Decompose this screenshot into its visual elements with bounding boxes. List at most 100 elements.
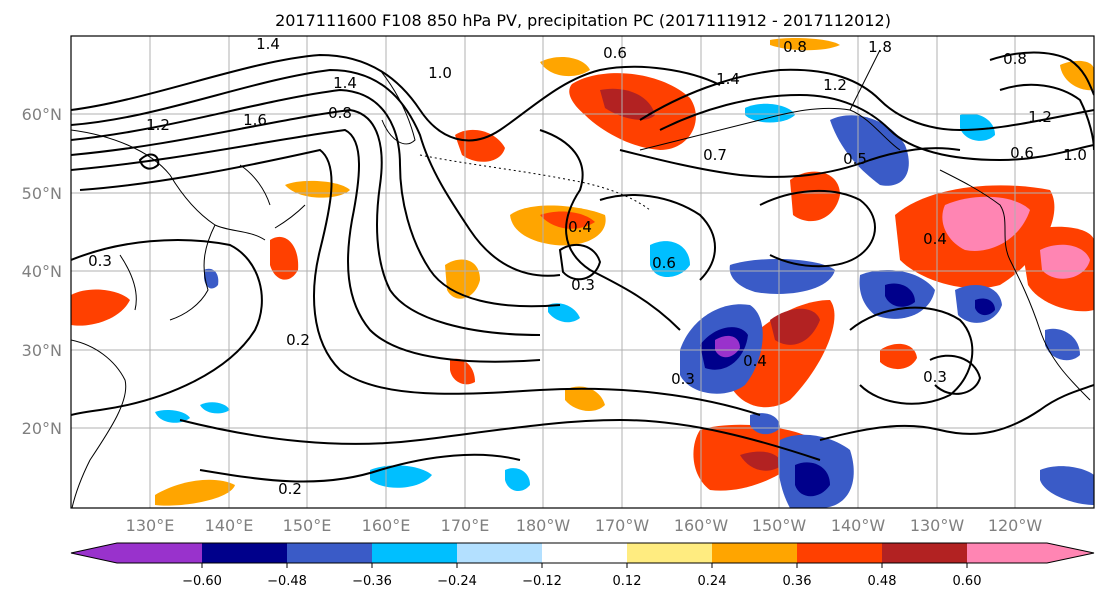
lon-tick-label: 120°W (988, 516, 1043, 535)
precip-positive-region (445, 259, 480, 299)
colorbar-tick-label: 0.48 (868, 574, 897, 589)
colorbar-extend-low (71, 543, 117, 563)
colorbar-tick-label: 0.60 (953, 574, 982, 589)
contour-label: 1.4 (716, 70, 740, 88)
pv-contour-line (599, 194, 716, 281)
precip-positive-region (565, 386, 605, 412)
contour-label: 1.4 (333, 74, 357, 92)
precip-negative-region (505, 468, 530, 492)
asia-coastline (71, 129, 266, 508)
lon-tick-label: 170°E (441, 516, 490, 535)
pv-contour-line (179, 418, 821, 461)
precip-negative-region (960, 113, 995, 141)
pv-contour-line (71, 108, 541, 336)
pv-contour-line (659, 93, 1094, 162)
contour-label: 0.2 (278, 480, 302, 498)
precip-negative-region (750, 413, 780, 435)
precip-positive-region (770, 37, 840, 51)
contour-label: 0.8 (328, 104, 352, 122)
pv-contour-line (929, 354, 982, 395)
contour-labels: 1.4 1.4 1.6 0.8 1.2 1.0 0.6 0.8 1.4 1.2 … (88, 35, 1087, 498)
colorbar-swatch (882, 543, 968, 563)
pv-contour-line (819, 384, 1094, 441)
precip-negative-region (830, 115, 909, 186)
precip-max-negative-region (715, 335, 740, 358)
lon-tick-label: 170°W (595, 516, 650, 535)
contour-label: 1.2 (146, 116, 170, 134)
pv-contour-line (999, 83, 1094, 151)
colorbar-tick-label: 0.12 (613, 574, 642, 589)
contour-label: 1.8 (868, 38, 892, 56)
contour-label: 1.0 (1063, 146, 1087, 164)
latitude-axis: 60°N 50°N 40°N 30°N 20°N (22, 105, 62, 438)
colorbar-tick-label: −0.36 (352, 574, 392, 589)
pv-contour-line (639, 68, 1094, 132)
pv-contour-line (71, 88, 561, 308)
precip-negative-region (745, 103, 795, 123)
contour-label: 0.7 (703, 146, 727, 164)
lon-tick-label: 180°W (516, 516, 571, 535)
lon-tick-label: 140°E (205, 516, 254, 535)
lon-tick-label: 150°W (752, 516, 807, 535)
colorbar-swatch (457, 543, 543, 563)
lon-tick-label: 130°E (126, 516, 175, 535)
colorbar-tick-label: 0.36 (783, 574, 812, 589)
precip-positive-region (455, 129, 505, 162)
precip-strong-positive-region (600, 88, 655, 120)
colorbar-swatch (712, 543, 798, 563)
colorbar-swatch (117, 543, 203, 563)
precip-positive-region (1060, 60, 1094, 91)
precip-strong-negative-region (795, 462, 830, 497)
colorbar-tick-label: −0.12 (522, 574, 562, 589)
precip-positive-region (790, 171, 840, 222)
map-panel: 1.4 1.4 1.6 0.8 1.2 1.0 0.6 0.8 1.4 1.2 … (70, 35, 1095, 509)
colorbar-swatch (287, 543, 373, 563)
contour-label: 0.8 (783, 38, 807, 56)
lon-tick-label: 160°E (362, 516, 411, 535)
contour-label: 0.8 (1003, 50, 1027, 68)
pv-contour-line (138, 153, 160, 170)
precip-negative-region (200, 402, 230, 414)
colorbar-swatch (797, 543, 883, 563)
contour-label: 0.3 (88, 252, 112, 270)
precip-negative-region (729, 258, 835, 294)
contour-label: 0.6 (1010, 144, 1034, 162)
precip-positive-region (450, 358, 475, 385)
contour-label: 0.6 (603, 44, 627, 62)
colorbar-swatch (542, 543, 628, 563)
pv-contour-line (759, 190, 876, 268)
lat-tick-label: 60°N (22, 105, 62, 124)
pv-contour-line (71, 239, 263, 416)
contour-label: 0.4 (743, 352, 767, 370)
precip-positive-region (270, 236, 299, 280)
colorbar: −0.60 −0.48 −0.36 −0.24 −0.12 0.12 0.24 … (70, 542, 1095, 589)
graticule (71, 36, 1094, 508)
pv-contour-line (619, 147, 961, 178)
contour-label: 0.6 (652, 254, 676, 272)
precip-max-positive-region (942, 196, 1030, 251)
precip-negative-region (1040, 466, 1094, 505)
colorbar-tick-label: −0.60 (182, 574, 222, 589)
pv-contour-line (989, 51, 1094, 96)
pv-contour-line (71, 128, 541, 363)
colorbar-extend-high (1047, 543, 1094, 563)
colorbar-tick-label: 0.24 (698, 574, 727, 589)
colorbar-tick-label: −0.24 (437, 574, 477, 589)
contour-label: 1.6 (243, 111, 267, 129)
precip-positive-region (155, 479, 235, 506)
colorbar-tick-label: −0.48 (267, 574, 307, 589)
precip-negative-region (650, 241, 690, 278)
coastlines (71, 49, 1091, 508)
pv-contours (71, 51, 1094, 483)
precip-strong-positive-region (740, 451, 782, 471)
contour-label: 1.4 (256, 35, 280, 53)
pv-contour-line (79, 148, 761, 416)
contour-label: 0.4 (568, 218, 592, 236)
lon-tick-label: 160°W (674, 516, 729, 535)
pv-contour-line (199, 453, 521, 483)
precip-strong-negative-region (885, 283, 915, 307)
colorbar-swatch (372, 543, 458, 563)
pv-contour-line (539, 129, 681, 331)
colorbar-outline (70, 542, 1095, 564)
